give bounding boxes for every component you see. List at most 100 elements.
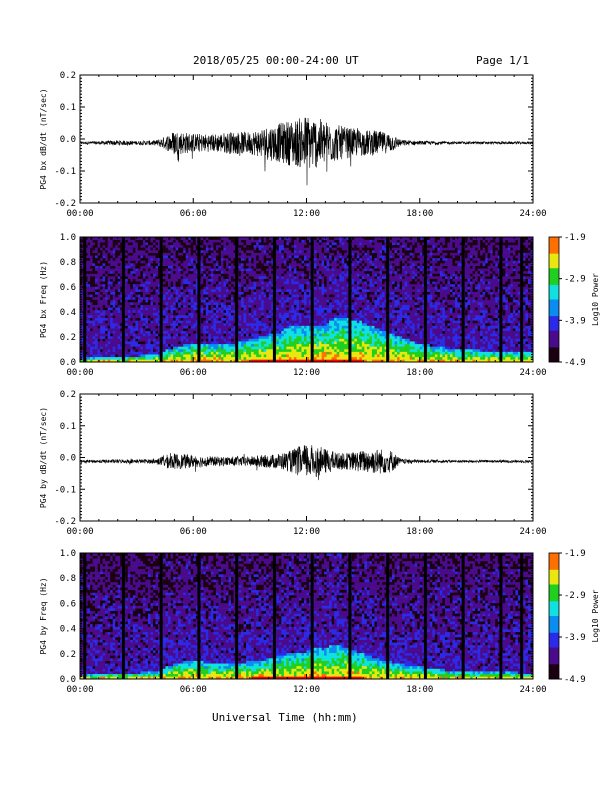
spectrogram-cell xyxy=(298,354,302,358)
spectrogram-cell xyxy=(152,247,156,251)
spectrogram-cell xyxy=(117,273,121,277)
spectrogram-cell xyxy=(112,252,116,256)
spectrogram-cell xyxy=(205,312,209,316)
spectrogram-cell xyxy=(112,263,116,266)
spectrogram-cell xyxy=(228,309,232,313)
spectrogram-cell xyxy=(95,252,98,256)
spectrogram-cell xyxy=(105,263,108,266)
spectrogram-cell xyxy=(185,325,189,329)
spectrogram-cell xyxy=(253,309,257,313)
spectrogram-cell xyxy=(147,268,151,272)
spectrogram-cell xyxy=(326,335,330,339)
spectrogram-cell xyxy=(85,341,88,345)
spectrogram-cell xyxy=(193,320,197,324)
spectrogram-cell xyxy=(102,296,106,300)
spectrogram-cell xyxy=(163,265,166,269)
spectrogram-cell xyxy=(225,315,229,319)
spectrogram-cell xyxy=(286,348,290,352)
spectrogram-cell xyxy=(319,354,322,358)
spectrogram-cell xyxy=(152,322,156,326)
spectrogram-cell xyxy=(208,356,212,360)
spectrogram-cell xyxy=(319,322,322,326)
spectrogram-cell xyxy=(152,317,156,321)
spectrogram-cell xyxy=(190,296,194,300)
spectrogram-cell xyxy=(215,252,219,256)
spectrogram-cell xyxy=(301,247,305,251)
spectrogram-cell xyxy=(266,242,270,246)
spectrogram-cell xyxy=(112,338,116,342)
spectrogram-cell xyxy=(92,281,96,285)
spectrogram-cell xyxy=(281,265,285,269)
spectrogram-cell xyxy=(150,286,154,290)
spectrogram-cell xyxy=(241,242,244,246)
spectrogram-cell xyxy=(100,257,103,261)
spectrogram-cell xyxy=(246,260,249,264)
spectrogram-cell xyxy=(283,317,287,321)
spectrogram-cell xyxy=(132,252,136,256)
spectrogram-cell xyxy=(175,281,179,285)
spectrogram-cell xyxy=(102,320,106,324)
spectrogram-cell xyxy=(271,260,275,264)
spectrogram-cell xyxy=(309,265,312,269)
spectrogram-cell xyxy=(303,356,307,360)
spectrogram-cell xyxy=(155,281,159,285)
spectrogram-cell xyxy=(200,307,204,311)
spectrogram-cell xyxy=(288,309,292,313)
spectrogram-cell xyxy=(92,335,96,339)
spectrogram-cell xyxy=(190,354,194,358)
spectrogram-cell xyxy=(193,270,197,274)
spectrogram-cell xyxy=(329,338,332,342)
spectrogram-cell xyxy=(117,333,121,337)
spectrogram-cell xyxy=(90,333,93,337)
spectrogram-cell xyxy=(316,317,320,321)
spectrogram-cell xyxy=(155,359,159,363)
spectrogram-cell xyxy=(225,338,229,342)
spectrogram-cell xyxy=(208,317,212,321)
spectrogram-cell xyxy=(256,242,259,246)
spectrogram-cell xyxy=(135,244,139,248)
spectrogram-cell xyxy=(195,356,199,360)
spectrogram-cell xyxy=(95,330,98,334)
spectrogram-cell xyxy=(238,302,242,305)
spectrogram-cell xyxy=(276,291,280,295)
spectrogram-cell xyxy=(223,263,227,266)
spectrogram-cell xyxy=(246,346,249,350)
spectrogram-cell xyxy=(130,359,134,363)
spectrogram-cell xyxy=(233,252,237,256)
spectrogram-cell xyxy=(243,354,247,358)
spectrogram-cell xyxy=(218,263,222,266)
spectrogram-cell xyxy=(253,296,257,300)
spectrogram-cell xyxy=(145,255,149,259)
spectrogram-cell xyxy=(238,237,242,240)
spectrogram-cell xyxy=(125,244,129,248)
spectrogram-cell xyxy=(291,255,295,259)
spectrogram-cell xyxy=(298,328,302,332)
spectrogram-cell xyxy=(319,291,322,295)
spectrogram-cell xyxy=(117,315,121,319)
spectrogram-cell xyxy=(145,268,149,272)
spectrogram-cell xyxy=(220,312,224,316)
spectrogram-cell xyxy=(90,320,93,324)
spectrogram-cell xyxy=(142,237,146,240)
spectrogram-cell xyxy=(110,250,114,253)
spectrogram-cell xyxy=(137,265,141,269)
spectrogram-cell xyxy=(238,328,242,332)
spectrogram-cell xyxy=(183,281,186,285)
spectrogram-cell xyxy=(137,286,141,290)
spectrogram-cell xyxy=(293,354,297,358)
spectrogram-cell xyxy=(170,252,174,256)
spectrogram-cell xyxy=(291,359,295,363)
spectrogram-cell xyxy=(147,328,151,332)
spectrogram-cell xyxy=(117,335,121,339)
spectrogram-cell xyxy=(309,247,312,251)
spectrogram-cell xyxy=(190,302,194,305)
spectrogram-cell xyxy=(248,309,252,313)
spectrogram-cell xyxy=(170,320,174,324)
spectrogram-cell xyxy=(233,257,237,261)
spectrogram-cell xyxy=(223,328,227,332)
spectrogram-cell xyxy=(87,273,91,277)
spectrogram-cell xyxy=(306,346,310,350)
spectrogram-cell xyxy=(165,354,169,358)
spectrogram-cell xyxy=(271,322,275,326)
spectrogram-cell xyxy=(165,302,169,305)
